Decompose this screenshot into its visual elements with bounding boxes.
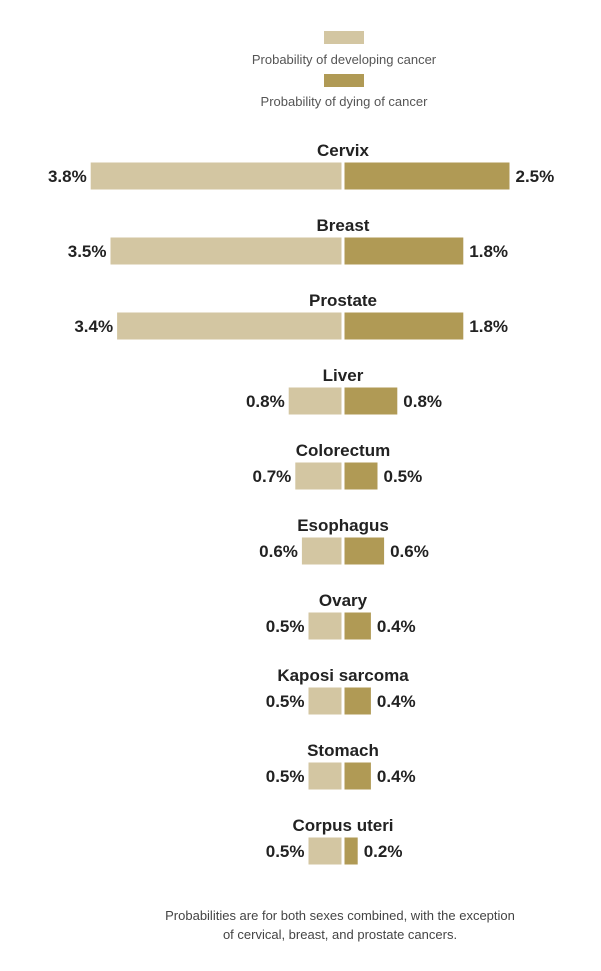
row-kaposi-sarcoma: Kaposi sarcoma 0.5% 0.4%: [266, 666, 416, 715]
category-label: Breast: [317, 216, 370, 235]
legend-swatch-dying: [324, 74, 364, 87]
bar-dying: [344, 462, 378, 490]
footnote-line-1: Probabilities are for both sexes combine…: [165, 908, 515, 923]
bar-developing: [117, 312, 342, 340]
bar-dying: [344, 687, 371, 715]
category-label: Prostate: [309, 291, 377, 310]
footnote: Probabilities are for both sexes combine…: [90, 906, 590, 944]
value-label-developing: 0.5%: [266, 842, 305, 861]
value-label-dying: 0.2%: [364, 842, 403, 861]
row-liver: Liver 0.8% 0.8%: [246, 366, 442, 415]
category-label: Stomach: [307, 741, 379, 760]
bar-dying: [344, 762, 371, 790]
category-label: Corpus uteri: [292, 816, 393, 835]
category-label: Cervix: [317, 141, 370, 160]
legend-label-developing: Probability of developing cancer: [252, 52, 437, 67]
row-ovary: Ovary 0.5% 0.4%: [266, 591, 416, 640]
value-label-dying: 0.5%: [384, 467, 423, 486]
bar-developing: [301, 537, 342, 565]
category-label: Ovary: [319, 591, 368, 610]
row-corpus-uteri: Corpus uteri 0.5% 0.2%: [266, 816, 403, 865]
value-label-dying: 0.4%: [377, 692, 416, 711]
row-prostate: Prostate 3.4% 1.8%: [74, 291, 508, 340]
value-label-developing: 0.6%: [259, 542, 298, 561]
bar-dying: [344, 537, 385, 565]
category-label: Colorectum: [296, 441, 390, 460]
value-label-dying: 1.8%: [469, 317, 508, 336]
bar-developing: [288, 387, 342, 415]
bar-developing: [308, 687, 342, 715]
bar-developing: [110, 237, 342, 265]
row-breast: Breast 3.5% 1.8%: [68, 216, 508, 265]
value-label-developing: 3.8%: [48, 167, 87, 186]
bar-dying: [344, 237, 464, 265]
value-label-dying: 0.4%: [377, 617, 416, 636]
value-label-developing: 3.4%: [74, 317, 113, 336]
legend-swatch-developing: [324, 31, 364, 44]
value-label-dying: 0.4%: [377, 767, 416, 786]
category-label: Esophagus: [297, 516, 389, 535]
bar-developing: [295, 462, 342, 490]
bar-dying: [344, 312, 464, 340]
category-label: Kaposi sarcoma: [277, 666, 409, 685]
value-label-developing: 0.5%: [266, 767, 305, 786]
bar-developing: [308, 837, 342, 865]
legend: Probability of developing cancer Probabil…: [252, 31, 437, 109]
bar-dying: [344, 612, 371, 640]
value-label-developing: 0.5%: [266, 617, 305, 636]
value-label-developing: 3.5%: [68, 242, 107, 261]
bar-dying: [344, 837, 358, 865]
legend-label-dying: Probability of dying of cancer: [261, 94, 429, 109]
footnote-line-2: of cervical, breast, and prostate cancer…: [222, 927, 458, 942]
value-label-developing: 0.5%: [266, 692, 305, 711]
value-label-dying: 1.8%: [469, 242, 508, 261]
row-cervix: Cervix 3.8% 2.5%: [48, 141, 554, 190]
chart-rows: Cervix 3.8% 2.5% Breast 3.5% 1.8% Prostate 3.4%…: [48, 141, 554, 865]
value-label-developing: 0.7%: [253, 467, 292, 486]
bar-developing: [308, 612, 342, 640]
bar-dying: [344, 162, 510, 190]
category-label: Liver: [323, 366, 364, 385]
bar-dying: [344, 387, 398, 415]
value-label-dying: 0.8%: [403, 392, 442, 411]
value-label-dying: 0.6%: [390, 542, 429, 561]
value-label-developing: 0.8%: [246, 392, 285, 411]
bar-developing: [308, 762, 342, 790]
bar-developing: [90, 162, 342, 190]
value-label-dying: 2.5%: [516, 167, 555, 186]
